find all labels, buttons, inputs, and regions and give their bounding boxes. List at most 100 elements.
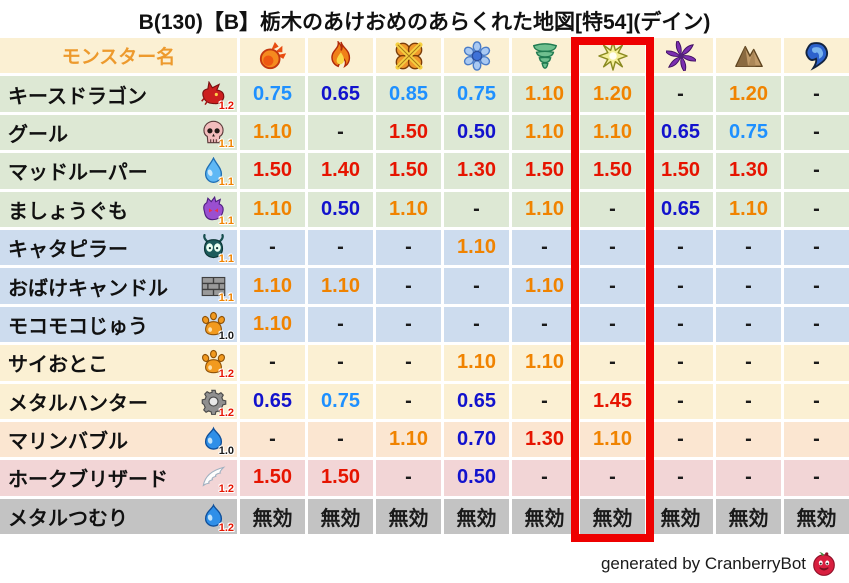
- monster-name-label: マリンバブル: [8, 431, 128, 454]
- multiplier-cell: 1.50: [512, 153, 577, 189]
- multiplier-cell: 1.10: [376, 421, 441, 458]
- monster-name-label: サイおとこ: [8, 354, 108, 377]
- multiplier-cell: -: [716, 268, 781, 304]
- multiplier-cell: -: [444, 268, 509, 304]
- multiplier-cell: 1.10: [512, 114, 577, 151]
- monster-name-cell: ホークブリザード 1.2: [0, 460, 237, 496]
- multiplier-cell: 1.10: [580, 114, 645, 151]
- multiplier-cell: -: [580, 191, 645, 227]
- multiplier-cell: 無効: [580, 498, 645, 535]
- multiplier-cell: 1.20: [716, 76, 781, 112]
- rank-label: 1.1: [218, 291, 234, 304]
- multiplier-cell: -: [784, 306, 849, 343]
- flame-icon: [326, 41, 356, 71]
- multiplier-cell: -: [240, 421, 305, 458]
- monster-name-cell: マッドルーパー 1.1: [0, 153, 237, 189]
- multiplier-cell: -: [512, 460, 577, 496]
- monster-name-header: モンスター名: [0, 38, 237, 74]
- multiplier-cell: 無効: [512, 498, 577, 535]
- multiplier-cell: 0.65: [308, 76, 373, 112]
- multiplier-cell: 1.10: [240, 114, 305, 151]
- multiplier-cell: -: [512, 383, 577, 419]
- family-icon-wrap: 1.2: [200, 503, 234, 534]
- multiplier-cell: 無効: [308, 498, 373, 535]
- multiplier-cell: -: [240, 345, 305, 381]
- multiplier-cell: -: [580, 229, 645, 266]
- multiplier-cell: 1.50: [240, 153, 305, 189]
- rank-label: 1.2: [218, 406, 234, 419]
- multiplier-cell: 0.50: [444, 114, 509, 151]
- resistance-table: モンスター名 キースドラゴン 1.2 0.75 0.65 0.85 0.75 1.10 1.20…: [0, 38, 849, 535]
- element-column-header-3: [376, 38, 441, 74]
- multiplier-cell: 1.50: [240, 460, 305, 496]
- monster-name-label: キースドラゴン: [8, 85, 147, 108]
- multiplier-cell: 1.50: [376, 114, 441, 151]
- multiplier-cell: -: [376, 460, 441, 496]
- multiplier-cell: -: [648, 268, 713, 304]
- fireball-icon: [258, 41, 288, 71]
- multiplier-cell: -: [580, 306, 645, 343]
- multiplier-cell: 1.30: [444, 153, 509, 189]
- element-column-header-4: [444, 38, 509, 74]
- multiplier-cell: 1.30: [512, 421, 577, 458]
- multiplier-cell: 1.10: [580, 421, 645, 458]
- multiplier-cell: -: [784, 383, 849, 419]
- multiplier-cell: 0.65: [444, 383, 509, 419]
- multiplier-cell: 1.50: [580, 153, 645, 189]
- multiplier-cell: -: [648, 229, 713, 266]
- rank-label: 1.2: [218, 521, 234, 534]
- monster-name-cell: ましょうぐも 1.1: [0, 191, 237, 227]
- monster-name-cell: メタルつむり 1.2: [0, 498, 237, 535]
- element-column-header-2: [308, 38, 373, 74]
- page-title: B(130)【B】栃木のあけおめのあらくれた地図[特54](デイン): [138, 11, 711, 34]
- multiplier-cell: -: [648, 383, 713, 419]
- multiplier-cell: -: [580, 268, 645, 304]
- multiplier-cell: 1.10: [240, 306, 305, 343]
- multiplier-cell: 1.10: [444, 229, 509, 266]
- multiplier-cell: -: [648, 306, 713, 343]
- multiplier-cell: -: [376, 383, 441, 419]
- multiplier-cell: -: [308, 114, 373, 151]
- multiplier-cell: 1.10: [512, 345, 577, 381]
- monster-name-cell: おばけキャンドル 1.1: [0, 268, 237, 304]
- multiplier-cell: -: [784, 268, 849, 304]
- multiplier-cell: 1.10: [444, 345, 509, 381]
- rank-label: 1.2: [218, 99, 234, 112]
- multiplier-cell: -: [308, 306, 373, 343]
- multiplier-cell: 0.70: [444, 421, 509, 458]
- multiplier-cell: -: [648, 345, 713, 381]
- rank-label: 1.1: [218, 137, 234, 150]
- footer-credit-label: generated by CranberryBot: [600, 554, 806, 573]
- multiplier-cell: 1.10: [512, 76, 577, 112]
- multiplier-cell: -: [716, 229, 781, 266]
- multiplier-cell: -: [376, 345, 441, 381]
- multiplier-cell: 1.45: [580, 383, 645, 419]
- multiplier-cell: 1.10: [716, 191, 781, 227]
- multiplier-cell: 1.50: [308, 460, 373, 496]
- tornado-icon: [530, 41, 560, 71]
- multiplier-cell: 1.10: [308, 268, 373, 304]
- element-column-header-6: [580, 38, 645, 74]
- multiplier-cell: 0.65: [240, 383, 305, 419]
- multiplier-cell: -: [716, 306, 781, 343]
- monster-name-label: ホークブリザード: [8, 469, 168, 492]
- footer: generated by CranberryBot: [601, 551, 837, 577]
- mountain-icon: [734, 41, 764, 71]
- multiplier-cell: -: [580, 345, 645, 381]
- multiplier-cell: 無効: [240, 498, 305, 535]
- multiplier-cell: -: [784, 229, 849, 266]
- rank-label: 1.0: [218, 445, 234, 458]
- multiplier-cell: -: [376, 306, 441, 343]
- snowflake-icon: [462, 41, 492, 71]
- multiplier-cell: 0.65: [648, 114, 713, 151]
- cranberry-icon: [811, 551, 837, 577]
- bang-icon: [394, 41, 424, 71]
- multiplier-cell: -: [648, 421, 713, 458]
- multiplier-cell: 0.75: [716, 114, 781, 151]
- multiplier-cell: 無効: [784, 498, 849, 535]
- family-icon-wrap: 1.1: [200, 234, 234, 265]
- family-icon-wrap: 1.2: [200, 388, 234, 419]
- multiplier-cell: 1.10: [240, 268, 305, 304]
- rank-label: 1.2: [218, 483, 234, 496]
- multiplier-cell: 無効: [376, 498, 441, 535]
